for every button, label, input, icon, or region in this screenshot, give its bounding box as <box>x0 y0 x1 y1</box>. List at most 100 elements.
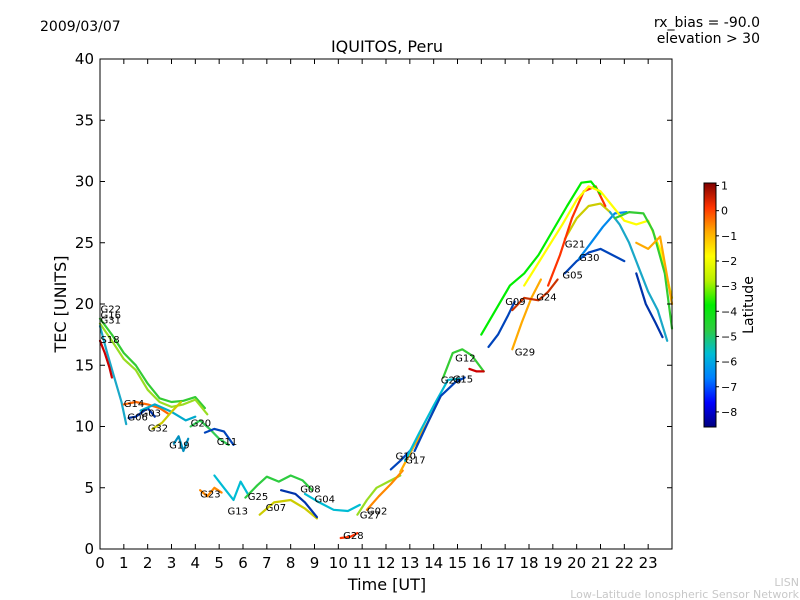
colorbar-tick-label: −3 <box>721 280 737 293</box>
sat-label: G32 <box>148 423 168 434</box>
x-tick-label: 17 <box>496 554 515 572</box>
series-line-29 <box>563 247 626 275</box>
series-line-27 <box>511 278 543 351</box>
series-line-37 <box>613 211 674 330</box>
sat-label: G22 <box>101 305 121 316</box>
x-tick-label: 2 <box>143 554 153 572</box>
colorbar-tick-label: −8 <box>721 406 737 419</box>
x-tick-label: 3 <box>167 554 177 572</box>
x-tick-label: 15 <box>448 554 467 572</box>
x-tick-label: 23 <box>639 554 658 572</box>
sat-label: G27 <box>360 510 380 521</box>
series-line-24 <box>442 348 485 379</box>
sat-label: G11 <box>217 437 237 448</box>
series-line-9 <box>189 419 230 446</box>
sat-label: G09 <box>505 297 525 308</box>
y-tick-label: 35 <box>75 111 94 129</box>
series-line-30 <box>577 211 628 260</box>
series-line-13 <box>244 474 314 499</box>
sat-label: G19 <box>169 441 189 452</box>
rx-bias-label: rx_bias = -90.0 <box>654 15 760 31</box>
series-line-3 <box>98 339 114 379</box>
date-label: 2009/03/07 <box>40 19 121 35</box>
plot-frame <box>99 58 673 550</box>
colorbar-tick-label: 0 <box>721 205 728 218</box>
series-layer <box>98 180 674 540</box>
sat-label: G16 <box>101 311 121 322</box>
series-line-15 <box>280 489 318 519</box>
series-line-7 <box>151 400 183 430</box>
x-tick-label: 0 <box>95 554 105 572</box>
chart-title: IQUITOS, Peru <box>331 37 443 56</box>
series-line-8 <box>172 435 190 453</box>
sat-label: G25 <box>248 492 268 503</box>
sat-label: G23 <box>200 490 220 501</box>
colorbar-tick-label: −1 <box>721 230 737 243</box>
y-tick-label: 5 <box>84 479 94 497</box>
sat-label: G12 <box>455 354 475 365</box>
y-tick-label: 20 <box>75 295 94 313</box>
x-tick-label: 4 <box>191 554 201 572</box>
footer-lisn: LISN <box>774 576 799 589</box>
x-tick-label: 22 <box>615 554 634 572</box>
elevation-label: elevation > 30 <box>657 31 760 47</box>
footer-network: Low-Latitude Ionospheric Sensor Network <box>570 588 799 600</box>
x-tick-label: 12 <box>376 554 395 572</box>
colorbar-tick-label: −6 <box>721 356 737 369</box>
sat-label: G05 <box>562 270 582 281</box>
sat-label: G24 <box>536 292 556 303</box>
series-line-12 <box>213 474 249 502</box>
colorbar-tick-label: −5 <box>721 330 737 343</box>
x-tick-label: 1 <box>119 554 129 572</box>
series-line-5 <box>127 407 156 419</box>
sat-label: G02 <box>367 507 387 518</box>
series-line-17 <box>339 531 359 540</box>
series-line-4 <box>122 400 171 416</box>
series-line-23 <box>413 376 466 453</box>
series-line-0 <box>98 317 206 410</box>
series-line-1 <box>98 322 209 416</box>
series-line-19 <box>365 469 404 511</box>
series-line-38 <box>635 235 674 306</box>
x-tick-label: 21 <box>591 554 610 572</box>
series-line-16 <box>303 492 361 513</box>
sat-label: G17 <box>405 455 425 466</box>
x-tick-label: 13 <box>400 554 419 572</box>
y-tick-label: 25 <box>75 234 94 252</box>
colorbar-tick-label: −4 <box>721 305 737 318</box>
colorbar-tick-label: 1 <box>721 180 728 193</box>
sat-label: G13 <box>228 507 248 518</box>
x-tick-label: 18 <box>519 554 538 572</box>
x-tick-label: 14 <box>424 554 443 572</box>
series-line-25 <box>468 367 485 373</box>
sat-label: G31 <box>101 316 121 327</box>
sat-label: G06 <box>127 412 147 423</box>
sat-label: G29 <box>515 347 535 358</box>
sat-label: S18 <box>101 335 120 346</box>
sat-label: G21 <box>565 240 585 251</box>
x-tick-label: 5 <box>214 554 224 572</box>
colorbar-tick-label: −2 <box>721 255 737 268</box>
colorbar-tick-label: −7 <box>721 381 737 394</box>
series-line-33 <box>480 180 602 336</box>
x-tick-label: 16 <box>472 554 491 572</box>
sat-label: G15 <box>453 374 473 385</box>
sat-label: G07 <box>266 503 286 514</box>
point-labels-layer: G22G16G31S18G14G06G03G32G19G20G11G23G13G… <box>101 240 600 543</box>
y-ticks: 0 5 10 15 20 25 30 35 40 <box>75 50 672 558</box>
y-tick-label: 40 <box>75 50 94 68</box>
series-line-31 <box>563 202 612 241</box>
sat-label: G08 <box>300 485 320 496</box>
series-line-10 <box>203 427 235 446</box>
series-line-2 <box>98 325 128 426</box>
y-axis-label: TEC [UNITS] <box>51 256 70 354</box>
x-tick-label: 7 <box>262 554 272 572</box>
x-tick-label: 6 <box>238 554 248 572</box>
colorbar <box>703 182 717 428</box>
series-line-22 <box>404 377 461 462</box>
sat-label: G10 <box>396 452 416 463</box>
x-tick-label: 8 <box>286 554 296 572</box>
series-line-11 <box>199 486 223 498</box>
sat-label: G03 <box>141 409 161 420</box>
